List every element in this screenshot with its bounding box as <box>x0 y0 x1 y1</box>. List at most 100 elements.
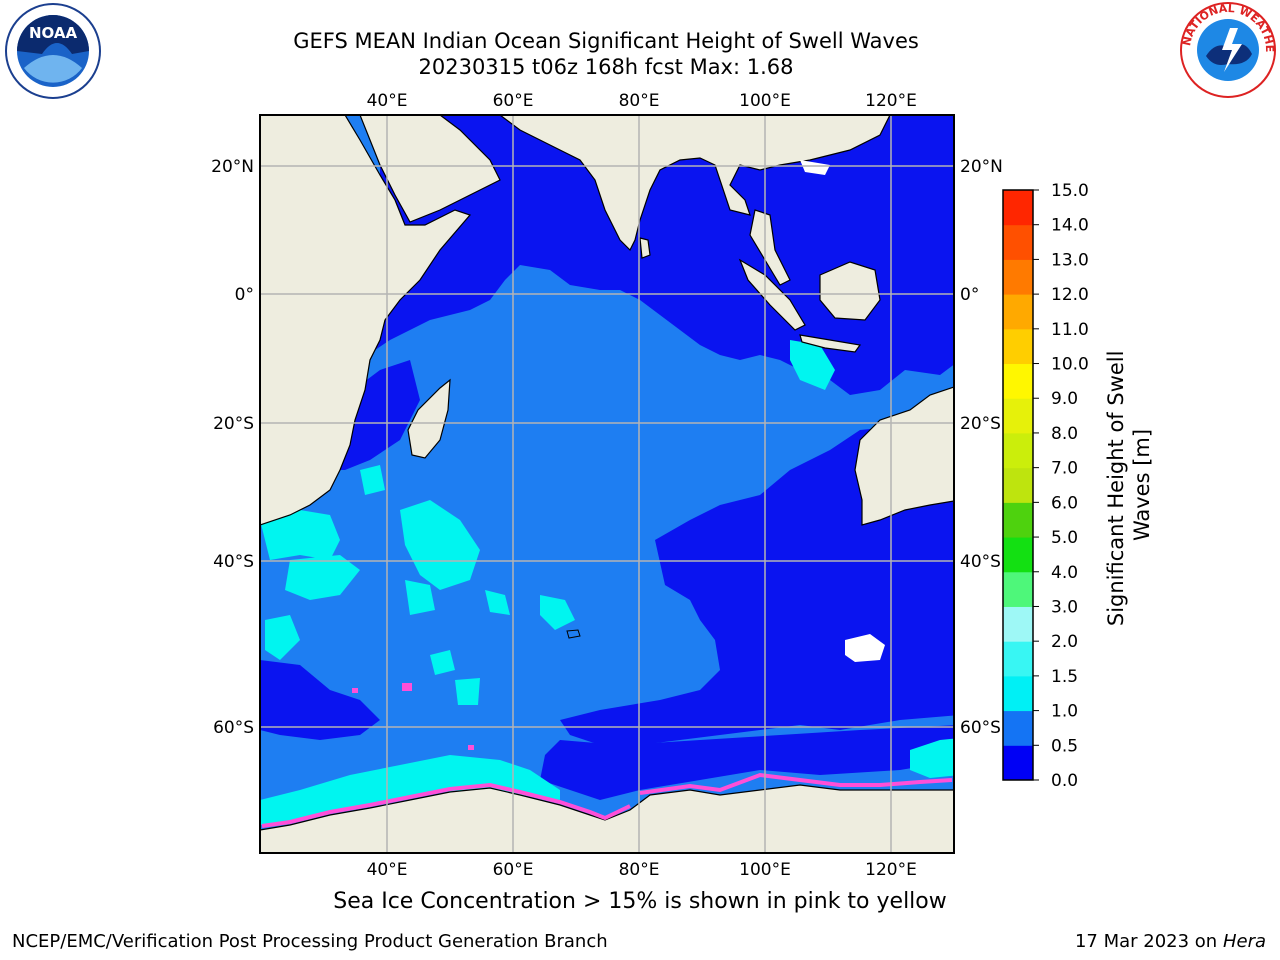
lat-tick-left: 20°S <box>213 414 254 434</box>
lon-tick-top: 60°E <box>493 91 534 111</box>
lon-tick-bottom: 100°E <box>739 860 791 880</box>
colorbar-tick-label: 1.0 <box>1051 702 1078 722</box>
swell-high-patch <box>260 510 340 560</box>
colorbar <box>1002 189 1034 781</box>
missing-data-patch <box>800 160 830 175</box>
ocean-low-southeast <box>560 420 954 745</box>
land-arabia <box>359 115 501 223</box>
swell-high-patch <box>790 340 835 390</box>
land-australia <box>854 386 954 526</box>
lon-tick-top: 120°E <box>865 91 917 111</box>
sea-ice-note: Sea Ice Concentration > 15% is shown in … <box>333 889 947 914</box>
colorbar-tick-label: 1.5 <box>1051 667 1078 687</box>
land-kerguelen <box>566 629 581 639</box>
lat-tick-left: 40°S <box>213 552 254 572</box>
colorbar-swatch <box>1003 502 1033 538</box>
lon-tick-bottom: 60°E <box>493 860 534 880</box>
colorbar-tick-label: 4.0 <box>1051 563 1078 583</box>
swell-high-patch <box>485 590 510 615</box>
sea-ice-patch <box>402 683 412 691</box>
ocean-low-southwest <box>260 660 380 740</box>
noaa-logo: NOAA <box>5 3 101 99</box>
colorbar-swatch <box>1003 398 1033 434</box>
footer-machine: Hera <box>1222 931 1266 952</box>
swell-high-patch <box>360 465 385 495</box>
land-java <box>799 334 862 353</box>
colorbar-swatch <box>1003 641 1033 677</box>
lon-tick-top: 100°E <box>739 91 791 111</box>
map-frame <box>259 114 955 854</box>
land-sumatra <box>738 258 806 331</box>
lat-tick-right: 0° <box>960 285 979 305</box>
lat-tick-right: 60°S <box>960 718 1001 738</box>
lon-tick-bottom: 40°E <box>367 860 408 880</box>
map-title: GEFS MEAN Indian Ocean Significant Heigh… <box>293 29 919 53</box>
colorbar-swatch <box>1003 710 1033 746</box>
colorbar-frame <box>1002 189 1034 781</box>
colorbar-swatch <box>1003 537 1033 573</box>
colorbar-tick-label: 9.0 <box>1051 389 1078 409</box>
swell-high-patch <box>285 555 360 600</box>
colorbar-swatch <box>1003 259 1033 295</box>
colorbar-swatch <box>1003 675 1033 712</box>
colorbar-tick-label: 6.0 <box>1051 493 1078 513</box>
map-area <box>260 115 954 853</box>
colorbar-ticks: 0.0 0.5 1.0 1.5 2.0 3.0 4.0 5.0 6.0 7.0 8.0 9.0 10.0… <box>1033 181 1089 791</box>
colorbar-tick-label: 11.0 <box>1051 320 1089 340</box>
land-asia <box>499 115 891 252</box>
colorbar-swatch <box>1003 571 1033 607</box>
lon-tick-bottom: 120°E <box>865 860 917 880</box>
lon-tick-bottom: 80°E <box>619 860 660 880</box>
land-madagascar <box>407 378 451 459</box>
lat-tick-right: 20°S <box>960 414 1001 434</box>
lon-tick-top: 80°E <box>619 91 660 111</box>
swell-high-patch <box>265 615 300 660</box>
colorbar-tick-label: 0.5 <box>1051 736 1078 756</box>
colorbar-swatch <box>1003 606 1033 642</box>
land-malay <box>749 209 791 286</box>
sea-ice-edge <box>261 782 631 828</box>
missing-data-patch <box>845 634 885 662</box>
colorbar-swatch <box>1003 190 1033 226</box>
gridlines <box>260 115 954 853</box>
ocean-low-west <box>330 360 420 470</box>
lat-tick-left: 60°S <box>213 718 254 738</box>
colorbar-tick-label: 8.0 <box>1051 424 1078 444</box>
sea-ice-edge <box>639 772 953 795</box>
swell-high-patch <box>455 678 480 705</box>
footer-date: 17 Mar 2023 on Hera <box>1075 931 1266 952</box>
swell-high-patch <box>400 500 480 590</box>
swell-high-patch <box>430 650 455 675</box>
noaa-logo-text: NOAA <box>29 24 78 42</box>
lat-tick-left: 0° <box>235 285 254 305</box>
swell-high-patch <box>540 595 575 630</box>
land-borneo <box>819 261 881 321</box>
land-sri-lanka <box>639 237 651 259</box>
land-antarctica <box>260 784 954 853</box>
colorbar-tick-label: 5.0 <box>1051 528 1078 548</box>
nws-logo: NATIONAL WEATHER SERVICE <box>1176 0 1276 98</box>
lat-tick-right: 40°S <box>960 552 1001 572</box>
colorbar-tick-label: 14.0 <box>1051 216 1089 236</box>
swell-high-southeast-band <box>910 738 954 778</box>
colorbar-tick-label: 2.0 <box>1051 632 1078 652</box>
colorbar-tick-label: 15.0 <box>1051 181 1089 201</box>
colorbar-swatch <box>1003 328 1033 365</box>
sea-ice-patch <box>468 745 474 750</box>
colorbar-swatch <box>1003 363 1033 399</box>
sea-ice-patch <box>352 688 358 693</box>
colorbar-tick-label: 0.0 <box>1051 771 1078 791</box>
colorbar-swatch <box>1003 467 1033 503</box>
colorbar-tick-label: 12.0 <box>1051 285 1089 305</box>
colorbar-tick-label: 3.0 <box>1051 597 1078 617</box>
lon-tick-top: 40°E <box>367 91 408 111</box>
colorbar-swatch <box>1003 224 1033 260</box>
colorbar-label: Significant Height of Swell Waves [m] <box>1104 344 1154 626</box>
colorbar-tick-label: 7.0 <box>1051 459 1078 479</box>
lat-tick-left: 20°N <box>211 157 254 177</box>
footer-credit: NCEP/EMC/Verification Post Processing Pr… <box>12 931 608 952</box>
swell-high-south-band <box>260 755 560 825</box>
colorbar-swatch <box>1003 432 1033 469</box>
colorbar-swatch <box>1003 294 1033 330</box>
